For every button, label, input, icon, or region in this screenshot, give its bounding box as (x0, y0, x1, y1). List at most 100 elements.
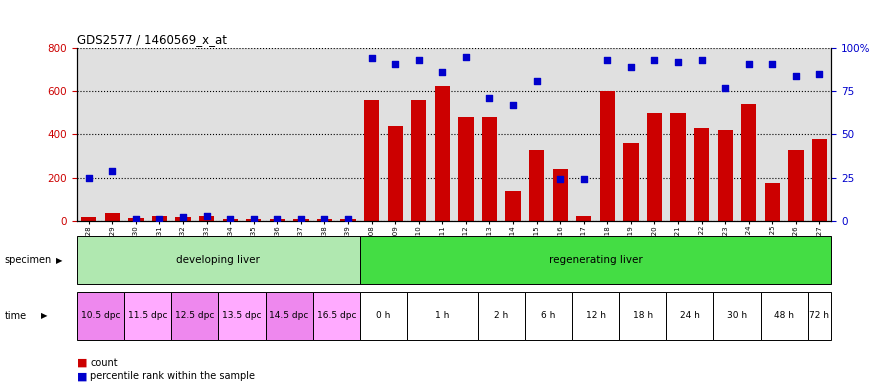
Point (695, 57, 709, 63)
Text: 11.5 dpc: 11.5 dpc (128, 311, 167, 320)
Bar (77, 236, 360, 284)
Text: 0 h: 0 h (376, 311, 390, 320)
Bar (172, 292, 219, 340)
Text: 48 h: 48 h (774, 311, 794, 320)
Text: regenerating liver: regenerating liver (549, 255, 642, 265)
Bar (529, 149, 544, 221)
Text: 72 h: 72 h (809, 311, 829, 320)
Bar (246, 218, 262, 221)
Point (529, 78, 543, 84)
Bar (364, 100, 379, 221)
Text: ■: ■ (77, 358, 88, 368)
Bar (808, 292, 831, 340)
Point (129, 216, 143, 222)
Text: 16.5 dpc: 16.5 dpc (317, 311, 356, 320)
Bar (666, 292, 713, 340)
Text: 2 h: 2 h (494, 311, 508, 320)
Bar (647, 113, 662, 221)
Point (718, 85, 732, 91)
Text: 12 h: 12 h (585, 311, 605, 320)
Bar (219, 292, 266, 340)
Text: 1 h: 1 h (435, 311, 450, 320)
Bar (572, 292, 620, 340)
Point (105, 167, 119, 174)
Bar (620, 292, 666, 340)
Bar (388, 126, 402, 221)
Point (294, 216, 308, 222)
Bar (175, 217, 191, 221)
Text: 6 h: 6 h (542, 311, 556, 320)
Bar (812, 139, 827, 221)
Point (506, 102, 520, 108)
Point (600, 57, 614, 63)
Text: 24 h: 24 h (680, 311, 700, 320)
Bar (788, 149, 803, 221)
Point (577, 176, 591, 182)
Point (223, 216, 237, 222)
Bar (552, 169, 568, 221)
Bar (458, 117, 473, 221)
Point (365, 55, 379, 61)
Text: ▶: ▶ (41, 311, 47, 320)
Text: developing liver: developing liver (177, 255, 261, 265)
Bar (129, 218, 144, 221)
Bar (222, 219, 238, 221)
Point (553, 176, 567, 182)
Bar (435, 86, 450, 221)
Bar (765, 183, 780, 221)
Bar (760, 292, 808, 340)
Bar (506, 190, 521, 221)
Bar (576, 217, 592, 221)
Point (81, 175, 95, 181)
Bar (407, 292, 478, 340)
Bar (713, 292, 760, 340)
Text: percentile rank within the sample: percentile rank within the sample (90, 371, 256, 381)
Bar (124, 292, 172, 340)
Point (388, 61, 402, 67)
Bar (623, 143, 639, 221)
Text: 18 h: 18 h (633, 311, 653, 320)
Point (176, 214, 190, 220)
Bar (525, 292, 572, 340)
Text: 14.5 dpc: 14.5 dpc (270, 311, 309, 320)
Point (789, 73, 803, 79)
Bar (105, 213, 120, 221)
Bar (199, 217, 214, 221)
Bar (741, 104, 756, 221)
Point (247, 216, 261, 222)
Point (318, 216, 332, 222)
Text: count: count (90, 358, 118, 368)
Point (648, 57, 662, 63)
Point (436, 69, 450, 75)
Point (412, 57, 426, 63)
Bar (293, 218, 309, 221)
Point (152, 216, 166, 222)
Bar (270, 219, 285, 221)
Point (482, 95, 496, 101)
Text: ■: ■ (77, 371, 88, 381)
Bar (81, 217, 96, 221)
Text: 12.5 dpc: 12.5 dpc (175, 311, 214, 320)
Point (624, 64, 638, 70)
Bar (411, 100, 426, 221)
Bar (266, 292, 312, 340)
Bar (694, 128, 710, 221)
Point (270, 216, 284, 222)
Text: 10.5 dpc: 10.5 dpc (80, 311, 121, 320)
Text: ▶: ▶ (56, 256, 62, 265)
Point (200, 213, 214, 219)
Point (671, 59, 685, 65)
Bar (670, 113, 686, 221)
Bar (478, 292, 525, 340)
Bar (312, 292, 360, 340)
Text: GDS2577 / 1460569_x_at: GDS2577 / 1460569_x_at (77, 33, 227, 46)
Bar (360, 292, 407, 340)
Text: 13.5 dpc: 13.5 dpc (222, 311, 262, 320)
Bar (599, 91, 615, 221)
Point (813, 71, 827, 77)
Bar (340, 218, 356, 221)
Point (458, 53, 472, 60)
Point (341, 216, 355, 222)
Bar (317, 218, 332, 221)
Text: specimen: specimen (4, 255, 52, 265)
